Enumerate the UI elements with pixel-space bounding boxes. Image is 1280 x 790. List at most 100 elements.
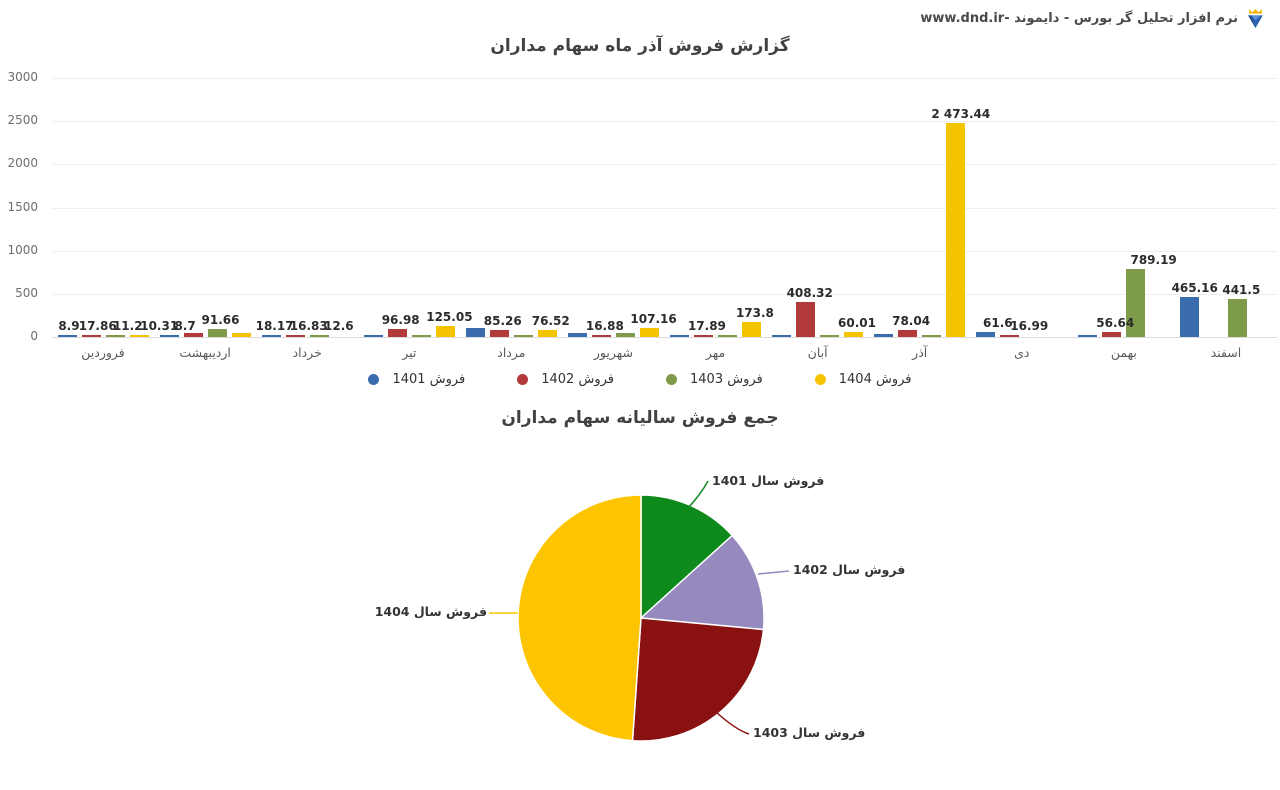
legend-marker-icon <box>814 374 826 385</box>
bar <box>435 326 455 337</box>
bar-value-label: 8.9 <box>58 319 80 333</box>
bar <box>1078 334 1098 337</box>
grid-line <box>52 293 1277 295</box>
pie-slice <box>639 534 765 631</box>
grid-line <box>52 164 1277 166</box>
legend-label: فروش 1401 <box>392 372 466 387</box>
bar <box>898 330 918 337</box>
bar <box>772 334 792 337</box>
bar <box>820 335 840 337</box>
y-axis-tick-label: 0 <box>30 329 38 343</box>
pie-callout-line <box>757 570 790 575</box>
pie-slice-label: فروش سال 1401 <box>712 473 825 488</box>
x-axis-month-label: شهریور <box>593 345 633 360</box>
y-axis-tick-label: 3000 <box>7 70 38 84</box>
bar <box>285 335 305 337</box>
bar-value-label: 60.01 <box>838 315 876 330</box>
bar <box>567 333 587 337</box>
legend-marker-icon <box>368 374 380 385</box>
x-axis-month-label: دی <box>1014 345 1030 360</box>
bar <box>387 328 407 337</box>
legend-item[interactable]: فروش 1402 <box>517 372 614 387</box>
bar-value-label: 441.5 <box>1222 282 1261 297</box>
bar-value-label: 16.88 <box>585 319 624 333</box>
grid-line <box>52 121 1277 123</box>
legend-marker-icon <box>517 374 529 385</box>
legend-item[interactable]: فروش 1404 <box>814 372 912 387</box>
bar <box>922 335 942 337</box>
bar-value-label: 8.7 <box>174 319 196 333</box>
bar <box>363 335 383 337</box>
bar-value-label: 16.99 <box>1010 319 1049 333</box>
diamond-logo-icon <box>1245 8 1266 29</box>
legend-marker-icon <box>666 374 677 385</box>
bar-value-label: 16.83 <box>289 319 328 333</box>
pie-slice <box>517 494 642 742</box>
pie-slice-label: فروش سال 1402 <box>793 562 906 577</box>
grid-line <box>52 207 1277 209</box>
bar <box>105 335 125 337</box>
bar-value-label: 408.32 <box>786 285 833 300</box>
bar <box>513 335 533 337</box>
bar <box>742 321 762 337</box>
y-axis-tick-label: 500 <box>15 285 38 300</box>
bar <box>183 332 203 337</box>
y-axis-tick-label: 1000 <box>7 242 38 257</box>
legend-label: فروش 1403 <box>690 372 763 387</box>
bar-value-label: 78.04 <box>892 314 931 329</box>
brand-header: نرم افزار تحلیل گر بورس - دایموند -www.d… <box>920 8 1266 29</box>
bar-value-label: 61.6 <box>983 315 1013 330</box>
bar <box>57 335 77 337</box>
legend-item[interactable]: فروش 1403 <box>666 372 763 387</box>
legend-item[interactable]: فروش 1401 <box>368 372 465 387</box>
legend-label: فروش 1402 <box>541 372 614 387</box>
bar-value-label: 11.2 <box>112 319 143 333</box>
pie-slice-label: فروش سال 1403 <box>753 725 866 740</box>
pie-callout-line <box>715 711 750 735</box>
bar-value-label: 125.05 <box>426 310 473 325</box>
bar <box>1228 298 1248 337</box>
bar <box>159 335 179 337</box>
bar <box>465 327 485 337</box>
x-axis-month-label: خرداد <box>292 345 322 360</box>
bar <box>615 333 635 337</box>
y-axis-tick-label: 2500 <box>7 113 38 128</box>
pie-slice-label: فروش سال 1404 <box>374 604 487 619</box>
pie-slice <box>631 617 765 742</box>
bar <box>81 335 101 337</box>
bar <box>261 335 281 337</box>
grid-line <box>52 250 1277 252</box>
bar <box>946 123 966 337</box>
bar-value-label: 465.16 <box>1171 280 1218 295</box>
bar <box>207 329 227 337</box>
x-axis-month-label: مهر <box>705 345 726 360</box>
x-axis-month-label: تیر <box>402 345 417 360</box>
bar-value-label: 789.19 <box>1130 252 1177 267</box>
x-axis-month-label: اردیبهشت <box>179 345 231 360</box>
bar <box>411 335 431 337</box>
bar <box>537 330 557 337</box>
bar-value-label: 107.16 <box>630 311 677 326</box>
bar <box>591 335 611 337</box>
bar-value-label: 12.6 <box>324 319 354 333</box>
bar <box>639 327 659 337</box>
bar <box>694 335 714 337</box>
bar <box>844 331 864 337</box>
pie-chart-title: جمع فروش سالیانه سهام مداران <box>501 408 779 428</box>
bar <box>874 334 894 337</box>
bar-value-label: 173.8 <box>735 305 774 320</box>
bar <box>1180 296 1200 337</box>
bar-value-label: 18.17 <box>255 319 294 333</box>
bar-value-label: 76.52 <box>531 314 570 329</box>
bar <box>1000 335 1020 337</box>
pie-chart <box>489 480 790 742</box>
bar-value-label: 10.31 <box>140 319 179 333</box>
x-axis-month-label: فروردین <box>81 345 125 360</box>
bar <box>976 331 996 337</box>
x-axis-month-label: آذر <box>912 345 928 360</box>
grid-line <box>52 78 1277 79</box>
legend-label: فروش 1404 <box>838 372 912 387</box>
x-axis-month-label: بهمن <box>1110 345 1137 360</box>
bar-chart: 0 500 1000 1500 2000 2500 3000 فروردین اردیبهشت خ… <box>0 0 1280 365</box>
